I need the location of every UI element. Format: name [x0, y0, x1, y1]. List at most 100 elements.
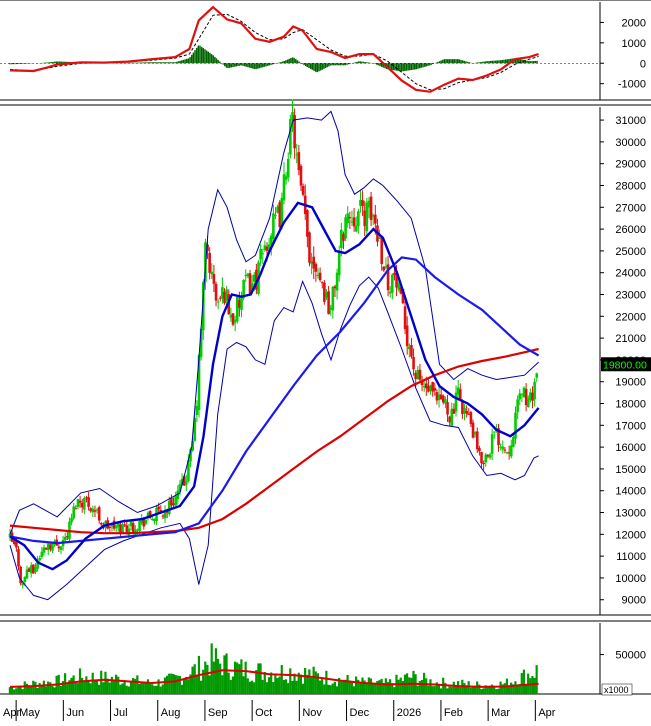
volume-bar — [378, 680, 381, 694]
volume-bar — [350, 682, 353, 694]
volume-bar — [91, 672, 94, 694]
candle-body — [206, 244, 209, 252]
candle-body — [212, 274, 216, 284]
candle-body — [267, 244, 271, 250]
candle-body — [136, 529, 139, 531]
volume-bar — [253, 682, 256, 694]
candle-body — [456, 387, 460, 395]
candle-body — [380, 237, 383, 264]
volume-bar — [420, 679, 424, 694]
volume-bar — [327, 684, 330, 694]
candle-body — [223, 291, 226, 304]
ma200-line — [9, 347, 539, 535]
volume-bar — [36, 687, 39, 694]
candle-body — [8, 533, 12, 538]
candle-body — [357, 211, 360, 227]
candle-body — [180, 478, 184, 486]
candle-body — [44, 547, 48, 550]
volume-bar — [159, 686, 162, 694]
volume-bar — [106, 678, 109, 694]
volume-bar — [25, 683, 28, 694]
volume-bar — [165, 675, 169, 694]
volume-bar — [138, 683, 141, 694]
candle-body — [335, 272, 339, 291]
candle-body — [250, 283, 254, 292]
candle-body — [29, 565, 33, 574]
candle-body — [97, 507, 101, 521]
volume-bar — [473, 685, 477, 694]
price-tick-label: 19000 — [615, 377, 646, 389]
volume-bar — [352, 686, 356, 694]
month-label: May — [19, 707, 40, 719]
volume-bar — [321, 679, 324, 694]
volume-bar — [276, 678, 279, 694]
month-label: Feb — [444, 707, 463, 719]
macd-tick-label: 2000 — [622, 17, 646, 29]
month-label: Nov — [302, 707, 322, 719]
price-tick-label: 27000 — [615, 202, 646, 214]
candle-body — [323, 282, 326, 302]
volume-bar — [191, 666, 194, 694]
volume-bar — [514, 681, 517, 694]
candle-body — [408, 346, 411, 350]
candle-body — [482, 462, 485, 465]
price-tick-label: 10000 — [615, 573, 646, 585]
volume-bar — [533, 677, 536, 694]
month-label: Apr — [3, 707, 20, 719]
macd-line — [9, 5, 539, 93]
candle-body — [412, 356, 415, 370]
volume-bar — [223, 655, 226, 694]
candle-body — [144, 519, 148, 524]
volume-bar — [355, 676, 358, 694]
volume-bar — [195, 675, 198, 694]
candle-body — [439, 394, 443, 400]
candle-body — [425, 383, 428, 389]
volume-bar — [34, 681, 37, 694]
candle-body — [80, 502, 84, 508]
volume-bar — [53, 687, 56, 694]
candle-body — [431, 382, 434, 392]
candle-body — [352, 217, 356, 227]
candle-body — [151, 518, 154, 520]
candle-body — [201, 281, 205, 331]
volume-bar — [153, 685, 156, 694]
volume-bar — [17, 686, 20, 694]
month-label: Jun — [66, 707, 84, 719]
volume-bar — [227, 672, 230, 694]
volume-bar — [176, 675, 179, 694]
candle-body — [40, 551, 44, 557]
volume-bar — [388, 679, 392, 694]
candle-body — [512, 437, 515, 447]
volume-bar — [89, 683, 92, 694]
price-tick-label: 26000 — [615, 224, 646, 236]
candle-body — [524, 388, 528, 406]
candle-body — [507, 452, 511, 454]
volume-bar — [482, 688, 485, 694]
candle-body — [418, 369, 422, 380]
candle-body — [337, 251, 341, 276]
volume-bar — [23, 681, 26, 694]
candle-body — [450, 408, 454, 426]
candle-body — [501, 446, 505, 450]
candle-body — [533, 381, 536, 400]
candle-body — [221, 287, 224, 299]
price-tick-label: 30000 — [615, 137, 646, 149]
volume-bar — [193, 664, 196, 694]
volume-bar — [236, 662, 239, 694]
candle-body — [469, 412, 473, 424]
volume-bar — [76, 683, 79, 694]
candle-body — [121, 524, 124, 534]
price-tick-label: 25000 — [615, 246, 646, 258]
volume-bar — [357, 679, 360, 694]
candle-body — [318, 272, 322, 281]
candle-body — [138, 520, 141, 532]
volume-bar — [478, 684, 481, 694]
volume-bar — [32, 680, 35, 694]
volume-bar — [61, 681, 65, 694]
price-tick-label: 13000 — [615, 508, 646, 520]
volume-bar — [72, 675, 75, 694]
volume-bar — [238, 664, 241, 694]
candle-body — [446, 402, 449, 415]
candle-body — [231, 313, 235, 325]
candle-body — [467, 413, 471, 415]
